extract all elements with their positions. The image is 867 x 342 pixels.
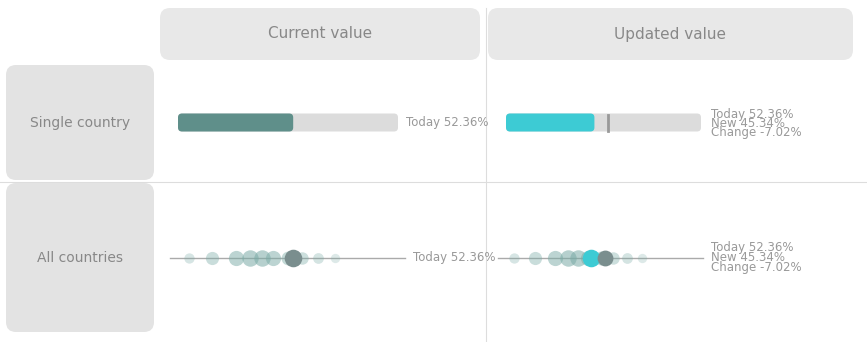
Text: Today 52.36%: Today 52.36% <box>406 116 488 129</box>
Text: New 45.34%: New 45.34% <box>711 117 785 130</box>
Point <box>229 255 243 260</box>
FancyBboxPatch shape <box>6 183 154 332</box>
FancyBboxPatch shape <box>178 114 398 132</box>
FancyBboxPatch shape <box>6 65 154 180</box>
FancyBboxPatch shape <box>160 8 480 60</box>
Point <box>549 255 563 260</box>
Point <box>281 255 295 260</box>
Point <box>182 255 196 260</box>
FancyBboxPatch shape <box>506 114 701 132</box>
Point <box>571 255 585 260</box>
Text: Today 52.36%: Today 52.36% <box>711 108 793 121</box>
Point <box>528 255 542 260</box>
FancyBboxPatch shape <box>178 114 293 132</box>
Point <box>286 255 300 260</box>
Point <box>507 255 521 260</box>
Point <box>594 255 608 260</box>
Text: Change -7.02%: Change -7.02% <box>711 261 802 274</box>
Text: Updated value: Updated value <box>615 26 727 41</box>
Point <box>584 255 598 260</box>
Point <box>295 255 309 260</box>
FancyBboxPatch shape <box>488 8 853 60</box>
Text: All countries: All countries <box>37 250 123 264</box>
Text: Change -7.02%: Change -7.02% <box>711 126 802 139</box>
Text: New 45.34%: New 45.34% <box>711 251 785 264</box>
Text: Single country: Single country <box>30 116 130 130</box>
Point <box>620 255 634 260</box>
Text: Today 52.36%: Today 52.36% <box>413 251 496 264</box>
Point <box>581 255 595 260</box>
Point <box>328 255 342 260</box>
Point <box>266 255 280 260</box>
Point <box>635 255 649 260</box>
Point <box>205 255 219 260</box>
FancyBboxPatch shape <box>506 114 595 132</box>
Point <box>255 255 269 260</box>
Point <box>606 255 620 260</box>
Point <box>598 255 612 260</box>
Text: Today 52.36%: Today 52.36% <box>711 241 793 254</box>
Point <box>561 255 575 260</box>
Text: Current value: Current value <box>268 26 372 41</box>
Point <box>243 255 257 260</box>
Point <box>311 255 325 260</box>
